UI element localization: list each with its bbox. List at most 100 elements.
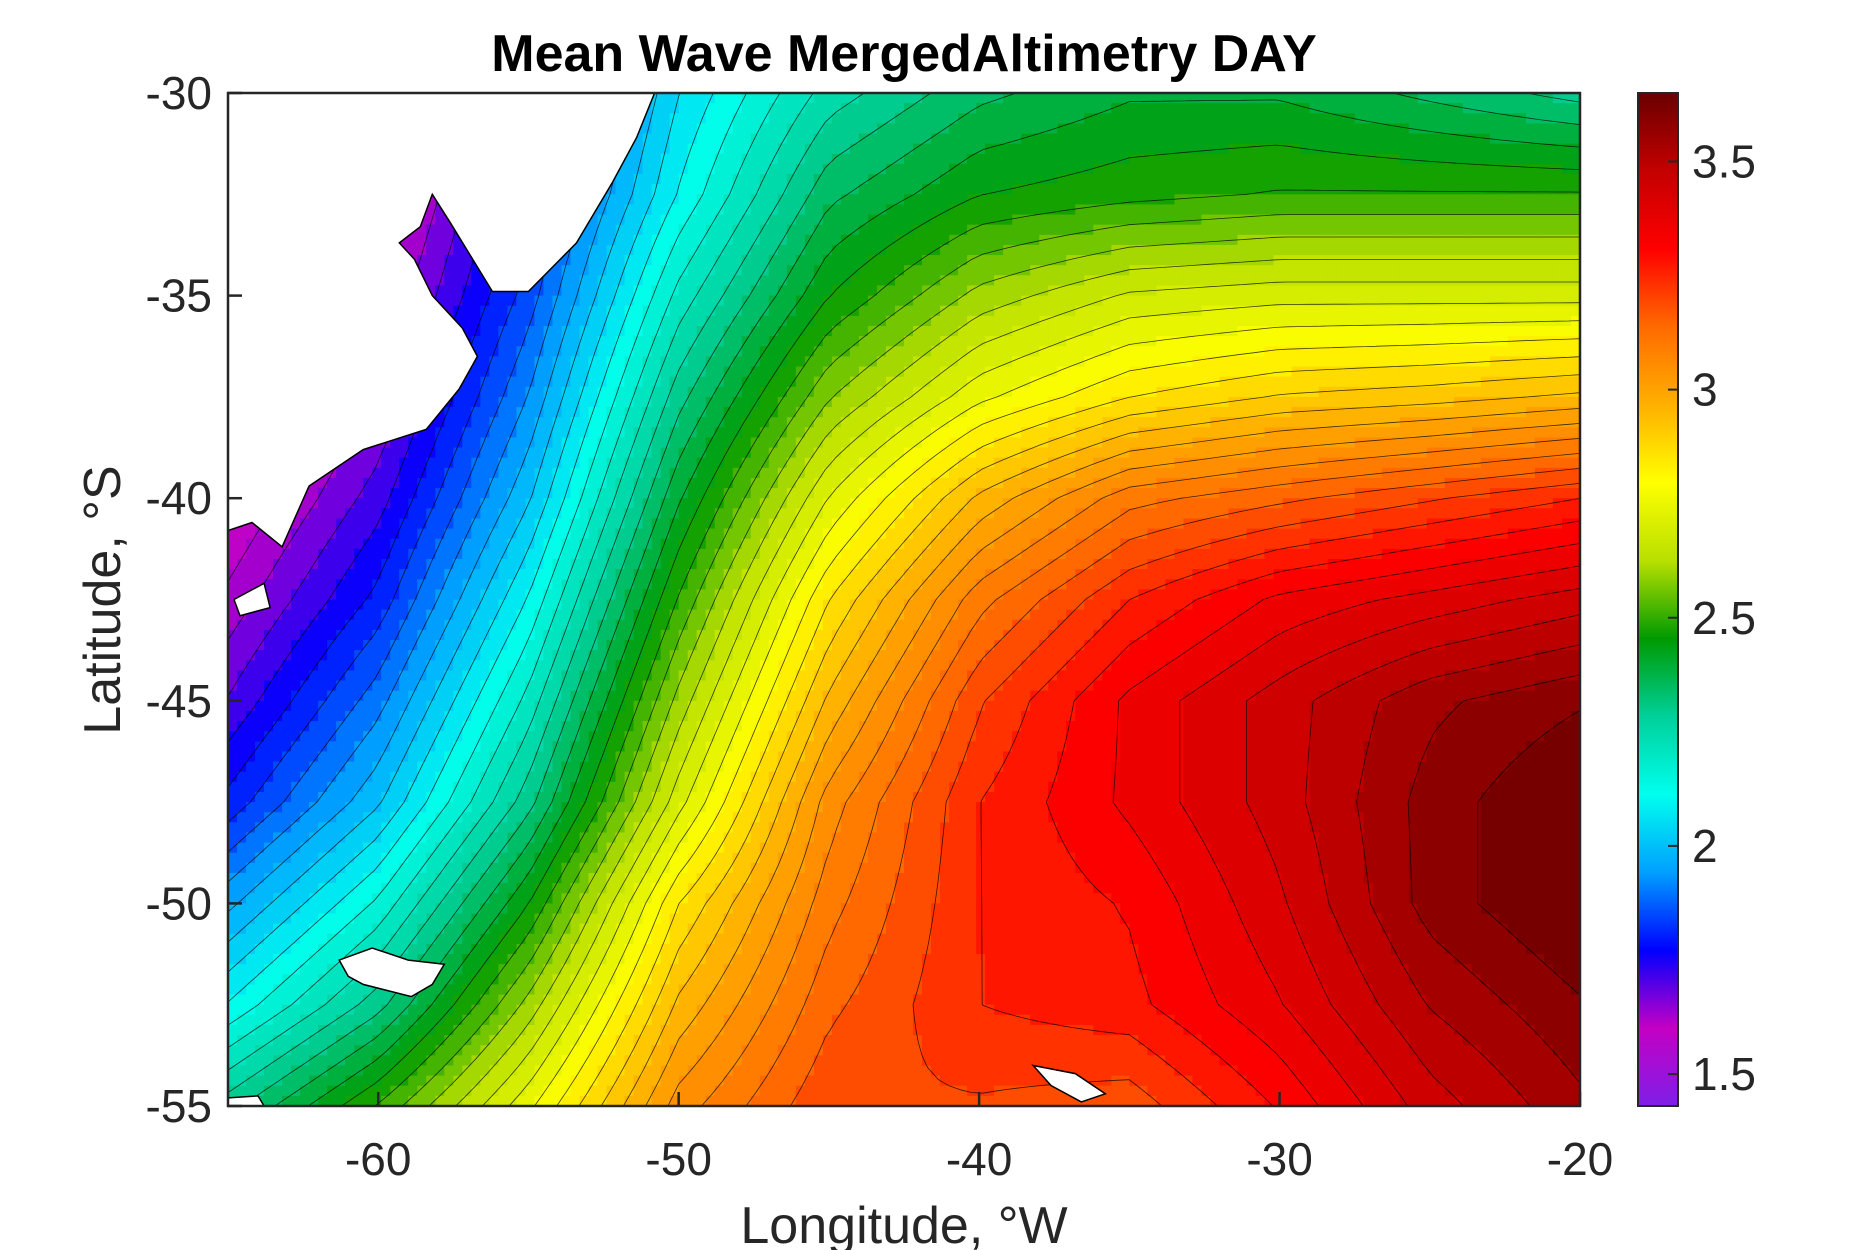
contour-cell (561, 407, 572, 418)
contour-cell (1327, 407, 1338, 418)
contour-cell (840, 224, 851, 236)
contour-cell (579, 295, 590, 307)
contour-cell (1318, 305, 1329, 317)
contour-cell (1417, 244, 1428, 256)
contour-cell (1156, 214, 1166, 226)
contour-cell (1192, 123, 1203, 135)
contour-cell (1543, 244, 1554, 256)
contour-cell (570, 275, 581, 287)
contour-cell (1102, 123, 1112, 135)
contour-cell (1021, 396, 1031, 408)
contour-cell (1408, 417, 1419, 428)
contour-cell (822, 275, 833, 287)
contour-cell (1345, 285, 1356, 297)
contour-cell (931, 184, 941, 195)
contour-cell (642, 275, 653, 287)
contour-cell (1246, 204, 1257, 216)
contour-cell (931, 214, 941, 226)
contour-cell (1390, 123, 1401, 135)
contour-cell (894, 315, 905, 327)
contour-cell (867, 255, 878, 266)
contour-cell (435, 265, 445, 276)
contour-cell (552, 427, 563, 439)
contour-cell (904, 184, 914, 195)
contour-cell (696, 255, 707, 266)
contour-cell (1399, 234, 1410, 246)
contour-cell (976, 265, 986, 276)
contour-cell (1453, 376, 1464, 388)
contour-cell (1525, 336, 1536, 347)
contour-cell (858, 143, 869, 155)
contour-cell (525, 295, 536, 307)
contour-cell (1372, 244, 1383, 256)
contour-cell (624, 315, 635, 327)
contour-cell (642, 244, 653, 256)
contour-cell (1471, 366, 1482, 378)
contour-cell (1219, 366, 1230, 378)
contour-cell (1381, 224, 1392, 236)
contour-cell (949, 224, 959, 236)
contour-cell (489, 356, 499, 368)
contour-cell (922, 265, 932, 276)
contour-cell (1048, 133, 1058, 145)
contour-cell (1318, 93, 1329, 104)
contour-cell (1120, 275, 1130, 287)
contour-cell (940, 194, 950, 206)
contour-cell (994, 275, 1004, 287)
contour-cell (1363, 93, 1374, 104)
contour-cell (1453, 174, 1464, 185)
contour-cell (1129, 133, 1139, 145)
contour-cell (633, 153, 644, 165)
contour-cell (1111, 184, 1121, 195)
contour-cell (435, 255, 445, 266)
contour-cell (1057, 386, 1067, 398)
contour-cell (1417, 346, 1428, 357)
contour-cell (660, 103, 671, 114)
contour-cell (795, 113, 806, 124)
contour-cell (705, 224, 716, 236)
contour-cell (1318, 224, 1329, 236)
contour-cell (750, 163, 761, 175)
contour-cell (1417, 224, 1428, 236)
contour-cell (444, 305, 454, 317)
contour-cell (1039, 244, 1049, 256)
contour-cell (1372, 407, 1383, 418)
contour-cell (1363, 234, 1374, 246)
contour-cell (597, 275, 608, 287)
contour-cell (958, 153, 968, 165)
contour-cell (1489, 224, 1500, 236)
contour-cell (615, 407, 626, 418)
contour-cell (624, 184, 635, 195)
contour-cell (949, 285, 959, 297)
contour-cell (958, 336, 968, 347)
contour-cell (1120, 113, 1130, 124)
contour-cell (1030, 265, 1040, 276)
contour-cell (1363, 417, 1374, 428)
contour-cell (1327, 184, 1338, 195)
contour-cell (534, 285, 545, 297)
contour-cell (1183, 305, 1194, 317)
contour-cell (1282, 204, 1293, 216)
contour-cell (1156, 417, 1166, 428)
contour-cell (1354, 305, 1365, 317)
contour-cell (606, 234, 617, 246)
contour-cell (678, 123, 689, 135)
contour-cell (1300, 255, 1311, 266)
contour-cell (1255, 265, 1266, 276)
contour-cell (894, 376, 905, 388)
contour-cell (696, 194, 707, 206)
contour-cell (444, 427, 454, 439)
contour-cell (786, 285, 797, 297)
contour-cell (1435, 396, 1446, 408)
contour-cell (1120, 174, 1130, 185)
contour-cell (1444, 194, 1455, 206)
contour-cell (759, 336, 770, 347)
contour-cell (759, 255, 770, 266)
contour-cell (1237, 204, 1248, 216)
contour-cell (849, 133, 860, 145)
contour-cell (444, 234, 454, 246)
contour-cell (958, 386, 968, 398)
contour-cell (922, 376, 932, 388)
contour-cell (1039, 224, 1049, 236)
contour-cell (1417, 184, 1428, 195)
